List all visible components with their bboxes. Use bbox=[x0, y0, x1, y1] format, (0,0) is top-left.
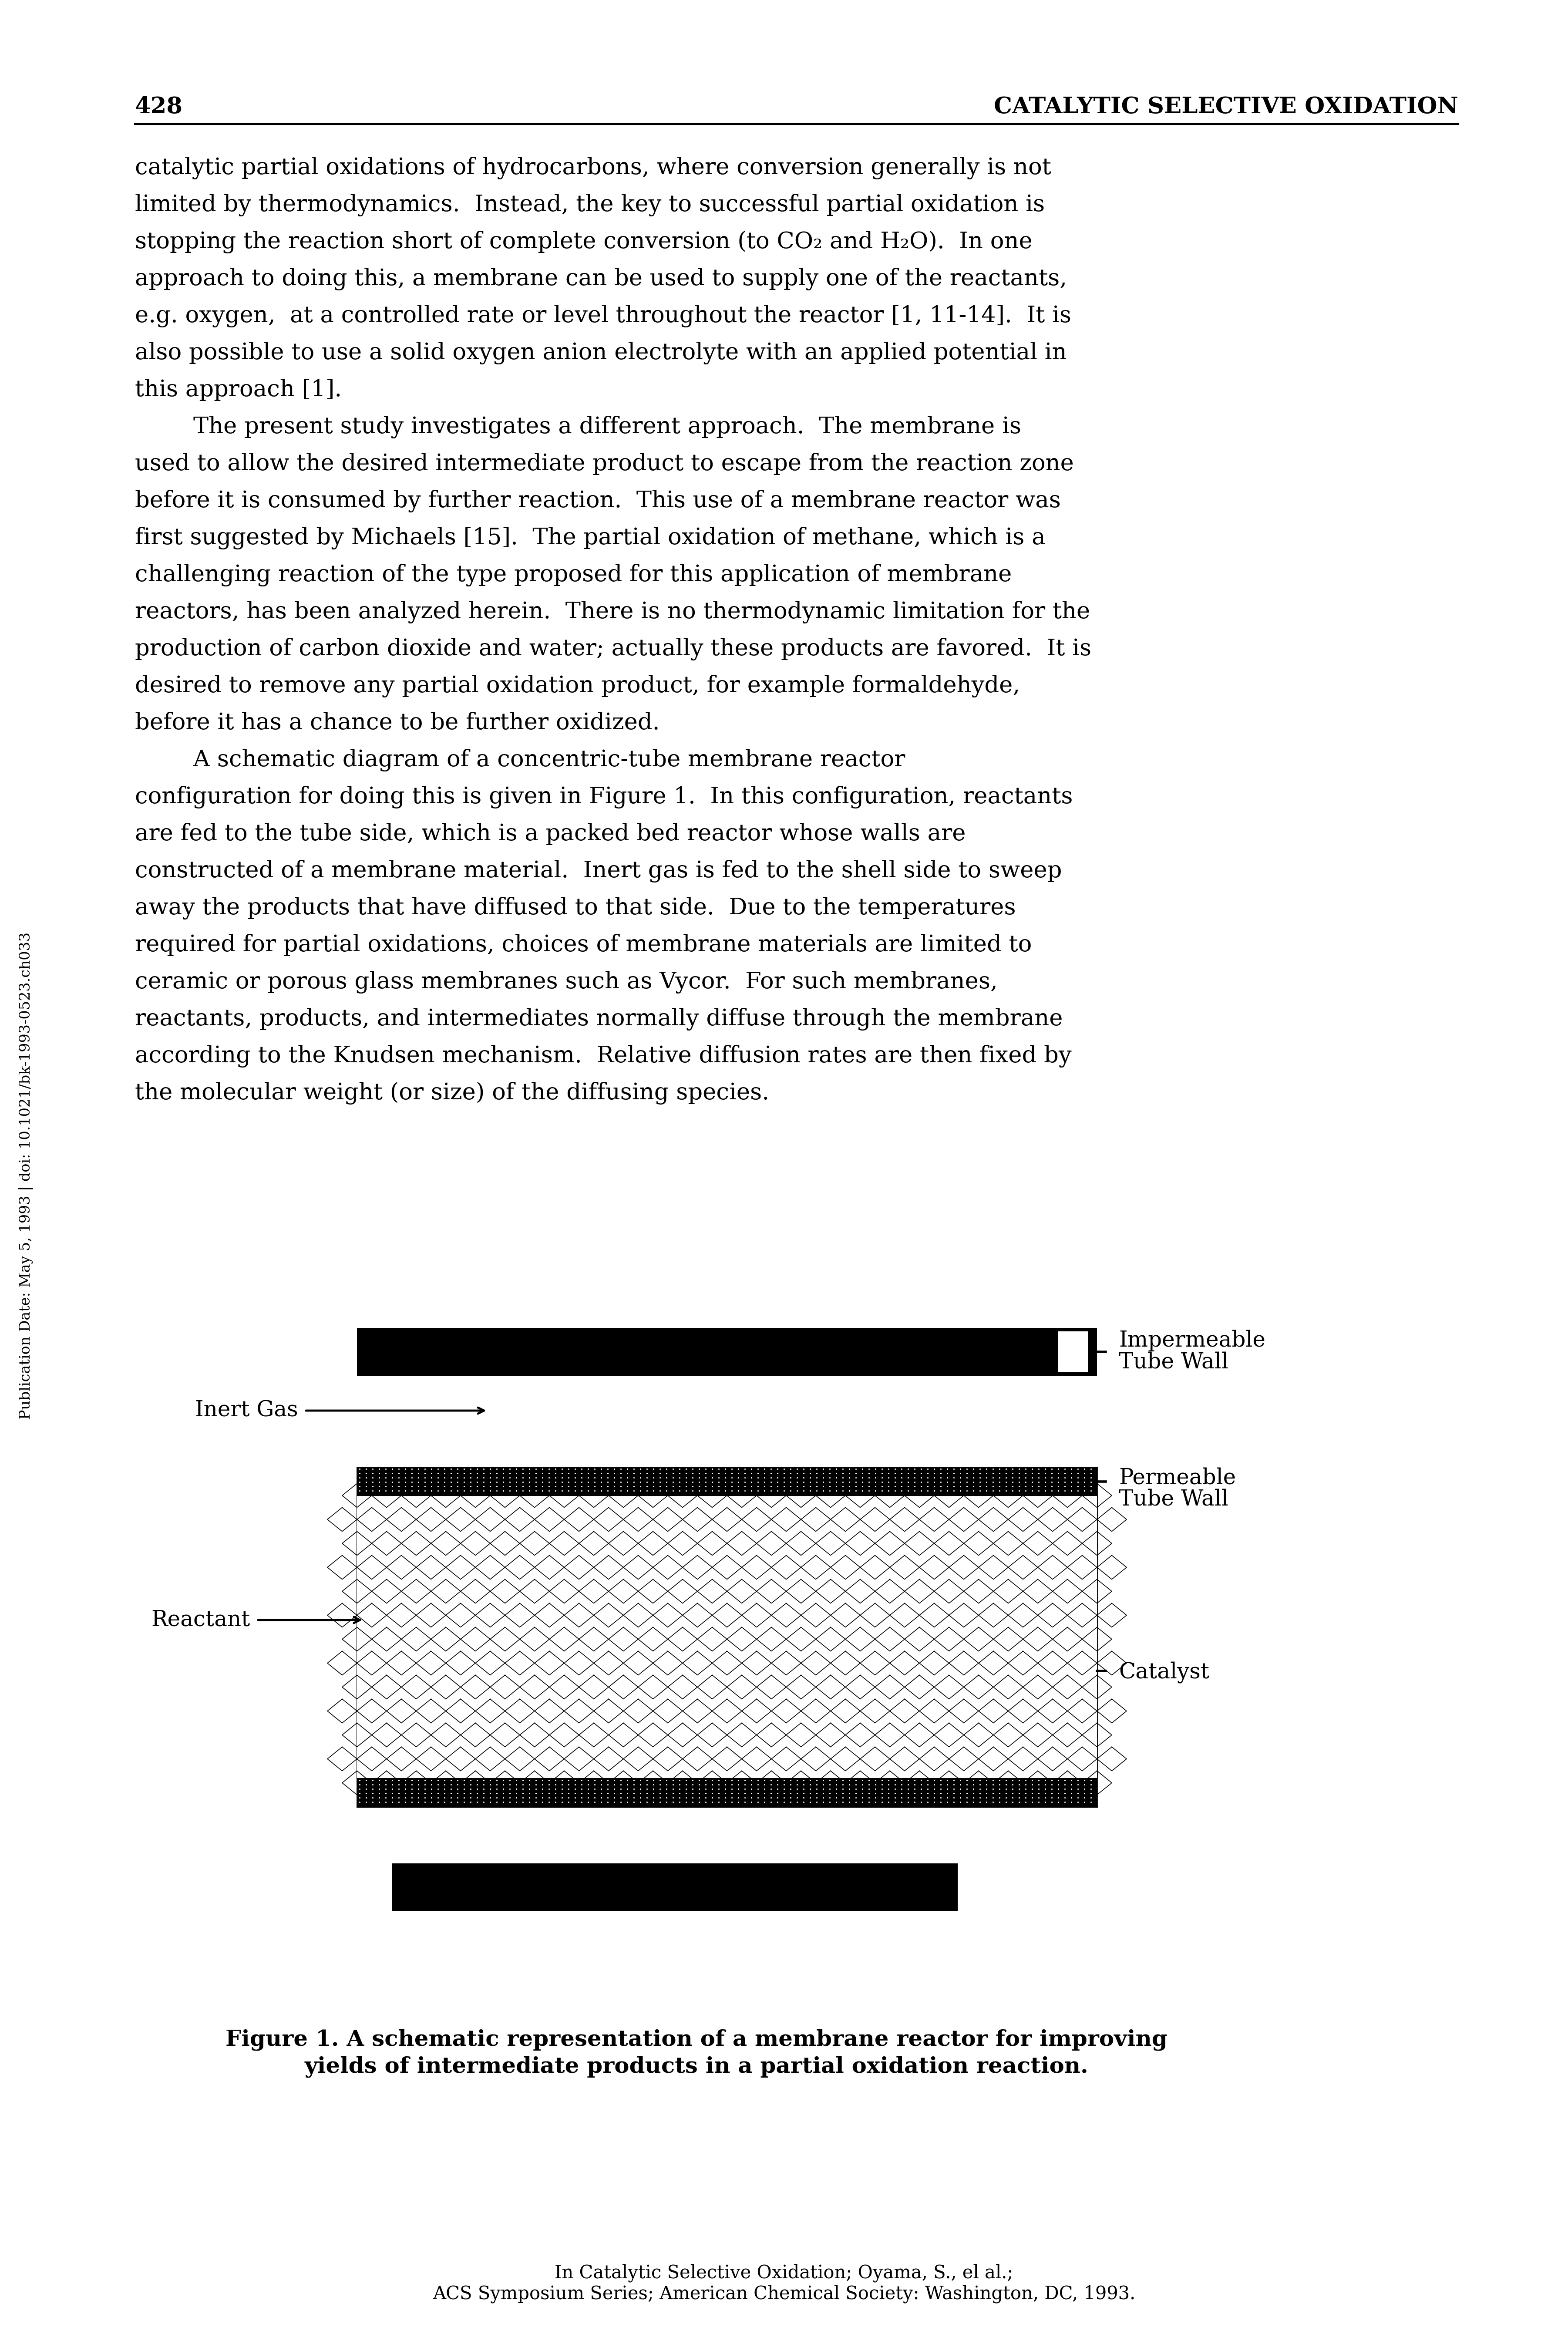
Bar bbox=[358, 1467, 1098, 1808]
Text: ceramic or porous glass membranes such as Vycor.  For such membranes,: ceramic or porous glass membranes such a… bbox=[135, 971, 997, 994]
Text: before it is consumed by further reaction.  This use of a membrane reactor was: before it is consumed by further reactio… bbox=[135, 489, 1062, 513]
Text: A schematic diagram of a concentric-tube membrane reactor: A schematic diagram of a concentric-tube… bbox=[135, 750, 905, 771]
Text: Figure 1. A schematic representation of a membrane reactor for improving: Figure 1. A schematic representation of … bbox=[226, 2029, 1168, 2050]
Bar bbox=[358, 1495, 1098, 1777]
Bar bbox=[358, 1777, 1098, 1808]
Text: before it has a chance to be further oxidized.: before it has a chance to be further oxi… bbox=[135, 712, 660, 734]
Text: CATALYTIC SELECTIVE OXIDATION: CATALYTIC SELECTIVE OXIDATION bbox=[994, 96, 1458, 118]
Text: Tube Wall: Tube Wall bbox=[1118, 1488, 1228, 1509]
Text: desired to remove any partial oxidation product, for example formaldehyde,: desired to remove any partial oxidation … bbox=[135, 675, 1021, 698]
Bar bbox=[358, 1328, 1098, 1375]
Text: In Catalytic Selective Oxidation; Oyama, S., el al.;: In Catalytic Selective Oxidation; Oyama,… bbox=[555, 2264, 1013, 2283]
Bar bbox=[392, 1864, 958, 1911]
Text: this approach [1].: this approach [1]. bbox=[135, 379, 342, 402]
Bar bbox=[1058, 1331, 1088, 1373]
Text: configuration for doing this is given in Figure 1.  In this configuration, react: configuration for doing this is given in… bbox=[135, 785, 1073, 809]
Text: required for partial oxidations, choices of membrane materials are limited to: required for partial oxidations, choices… bbox=[135, 933, 1032, 957]
Text: according to the Knudsen mechanism.  Relative diffusion rates are then fixed by: according to the Knudsen mechanism. Rela… bbox=[135, 1044, 1071, 1067]
Text: challenging reaction of the type proposed for this application of membrane: challenging reaction of the type propose… bbox=[135, 564, 1011, 585]
Text: Inert Gas: Inert Gas bbox=[194, 1399, 298, 1422]
Text: stopping the reaction short of complete conversion (to CO₂ and H₂O).  In one: stopping the reaction short of complete … bbox=[135, 230, 1032, 254]
Text: reactants, products, and intermediates normally diffuse through the membrane: reactants, products, and intermediates n… bbox=[135, 1009, 1063, 1030]
Text: reactors, has been analyzed herein.  There is no thermodynamic limitation for th: reactors, has been analyzed herein. Ther… bbox=[135, 602, 1090, 623]
Text: Reactant: Reactant bbox=[152, 1608, 251, 1632]
Text: Publication Date: May 5, 1993 | doi: 10.1021/bk-1993-0523.ch033: Publication Date: May 5, 1993 | doi: 10.… bbox=[19, 931, 33, 1420]
Text: first suggested by Michaels [15].  The partial oxidation of methane, which is a: first suggested by Michaels [15]. The pa… bbox=[135, 527, 1046, 550]
Text: production of carbon dioxide and water; actually these products are favored.  It: production of carbon dioxide and water; … bbox=[135, 637, 1091, 661]
Text: limited by thermodynamics.  Instead, the key to successful partial oxidation is: limited by thermodynamics. Instead, the … bbox=[135, 193, 1044, 216]
Text: catalytic partial oxidations of hydrocarbons, where conversion generally is not: catalytic partial oxidations of hydrocar… bbox=[135, 158, 1051, 179]
Text: Impermeable: Impermeable bbox=[1118, 1331, 1265, 1352]
Text: away the products that have diffused to that side.  Due to the temperatures: away the products that have diffused to … bbox=[135, 896, 1016, 919]
Text: approach to doing this, a membrane can be used to supply one of the reactants,: approach to doing this, a membrane can b… bbox=[135, 268, 1066, 292]
Text: ACS Symposium Series; American Chemical Society: Washington, DC, 1993.: ACS Symposium Series; American Chemical … bbox=[433, 2285, 1135, 2304]
Text: Tube Wall: Tube Wall bbox=[1118, 1352, 1228, 1373]
Bar bbox=[358, 1467, 1098, 1495]
Text: the molecular weight (or size) of the diffusing species.: the molecular weight (or size) of the di… bbox=[135, 1081, 770, 1105]
Text: also possible to use a solid oxygen anion electrolyte with an applied potential : also possible to use a solid oxygen anio… bbox=[135, 341, 1066, 364]
Text: Catalyst: Catalyst bbox=[1118, 1662, 1209, 1683]
Text: e.g. oxygen,  at a controlled rate or level throughout the reactor [1, 11-14].  : e.g. oxygen, at a controlled rate or lev… bbox=[135, 306, 1071, 327]
Text: are fed to the tube side, which is a packed bed reactor whose walls are: are fed to the tube side, which is a pac… bbox=[135, 823, 966, 844]
Text: The present study investigates a different approach.  The membrane is: The present study investigates a differe… bbox=[135, 416, 1021, 437]
Text: Permeable: Permeable bbox=[1118, 1467, 1236, 1488]
Text: used to allow the desired intermediate product to escape from the reaction zone: used to allow the desired intermediate p… bbox=[135, 454, 1074, 475]
Text: constructed of a membrane material.  Inert gas is fed to the shell side to sweep: constructed of a membrane material. Iner… bbox=[135, 860, 1062, 882]
Text: 428: 428 bbox=[135, 96, 183, 118]
Text: yields of intermediate products in a partial oxidation reaction.: yields of intermediate products in a par… bbox=[304, 2057, 1088, 2078]
